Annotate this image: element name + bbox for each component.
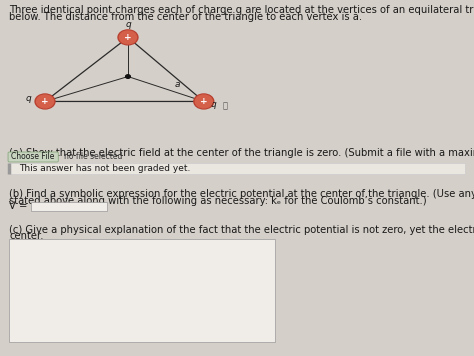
Text: +: + [41, 97, 49, 106]
Text: q: q [26, 94, 31, 104]
Text: no file selected: no file selected [64, 152, 122, 162]
FancyBboxPatch shape [8, 152, 58, 162]
Circle shape [195, 95, 212, 108]
Text: q: q [210, 100, 216, 109]
Text: below. The distance from the center of the triangle to each vertex is a.: below. The distance from the center of t… [9, 12, 363, 22]
Text: Three identical point charges each of charge q are located at the vertices of an: Three identical point charges each of ch… [9, 5, 474, 15]
Text: q: q [125, 20, 131, 30]
Text: center.: center. [9, 231, 44, 241]
Text: (c) Give a physical explanation of the fact that the electric potential is not z: (c) Give a physical explanation of the f… [9, 225, 474, 235]
Text: (b) Find a symbolic expression for the electric potential at the center of the t: (b) Find a symbolic expression for the e… [9, 189, 474, 199]
Text: Choose File: Choose File [11, 152, 55, 162]
FancyBboxPatch shape [31, 202, 107, 211]
Text: +: + [200, 97, 208, 106]
Text: (a) Show that the electric field at the center of the triangle is zero. (Submit : (a) Show that the electric field at the … [9, 148, 474, 158]
Text: +: + [124, 33, 132, 42]
Text: stated above along with the following as necessary: kₑ for the Coulomb’s constan: stated above along with the following as… [9, 196, 427, 206]
Text: This answer has not been graded yet.: This answer has not been graded yet. [19, 164, 191, 173]
Circle shape [118, 30, 138, 45]
Text: ⓘ: ⓘ [223, 101, 228, 110]
Circle shape [36, 95, 54, 108]
Circle shape [194, 94, 214, 109]
Circle shape [35, 94, 55, 109]
Circle shape [119, 31, 137, 44]
Text: V =: V = [9, 201, 28, 211]
FancyBboxPatch shape [9, 163, 465, 174]
FancyBboxPatch shape [9, 239, 275, 342]
Circle shape [126, 75, 130, 78]
Text: a: a [175, 80, 181, 89]
